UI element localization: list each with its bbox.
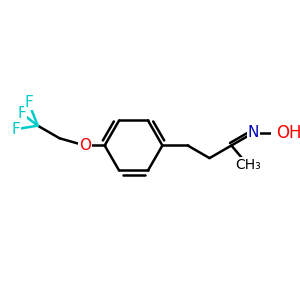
Text: CH₃: CH₃ (235, 158, 260, 172)
Text: N: N (248, 125, 259, 140)
Text: F: F (24, 95, 33, 110)
Text: O: O (79, 138, 91, 153)
Text: F: F (17, 106, 26, 121)
Text: OH: OH (276, 124, 300, 142)
Text: F: F (12, 122, 20, 137)
